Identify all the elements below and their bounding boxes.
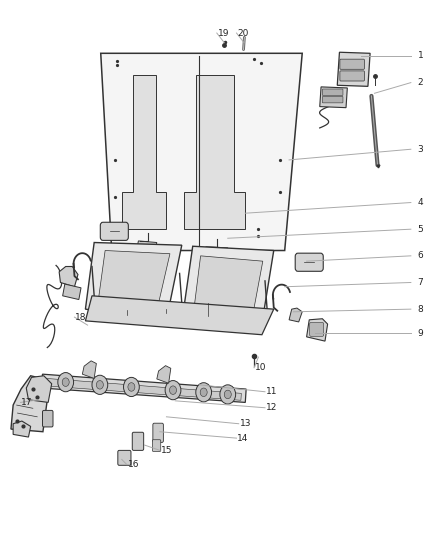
- Polygon shape: [46, 378, 241, 400]
- FancyBboxPatch shape: [322, 96, 343, 103]
- FancyBboxPatch shape: [152, 440, 161, 451]
- Text: 11: 11: [266, 387, 277, 396]
- Polygon shape: [204, 247, 228, 265]
- Polygon shape: [194, 256, 263, 320]
- Polygon shape: [157, 366, 171, 383]
- Circle shape: [196, 383, 212, 402]
- Circle shape: [92, 375, 108, 394]
- Text: 15: 15: [161, 446, 172, 455]
- Polygon shape: [320, 87, 347, 108]
- Polygon shape: [85, 296, 274, 335]
- FancyBboxPatch shape: [340, 59, 364, 69]
- Circle shape: [170, 386, 177, 394]
- Polygon shape: [307, 319, 328, 341]
- Text: 12: 12: [266, 403, 277, 412]
- FancyBboxPatch shape: [118, 450, 131, 465]
- Circle shape: [96, 381, 103, 389]
- Circle shape: [165, 381, 181, 400]
- Polygon shape: [82, 361, 96, 378]
- Polygon shape: [85, 243, 182, 320]
- Text: 13: 13: [240, 419, 251, 428]
- Text: 18: 18: [75, 313, 87, 321]
- FancyBboxPatch shape: [295, 253, 323, 271]
- Polygon shape: [135, 241, 157, 259]
- Circle shape: [200, 388, 207, 397]
- Polygon shape: [26, 376, 52, 402]
- Circle shape: [124, 377, 139, 397]
- Text: 3: 3: [417, 145, 424, 154]
- FancyBboxPatch shape: [153, 423, 163, 442]
- Polygon shape: [122, 75, 166, 229]
- Polygon shape: [182, 246, 274, 332]
- FancyBboxPatch shape: [322, 89, 343, 95]
- Text: 2: 2: [418, 78, 423, 87]
- Polygon shape: [289, 308, 302, 322]
- Text: 1: 1: [417, 52, 424, 60]
- Text: 14: 14: [237, 434, 249, 442]
- Text: 20: 20: [237, 29, 249, 37]
- Polygon shape: [59, 266, 78, 287]
- Polygon shape: [101, 53, 302, 251]
- Text: 5: 5: [417, 225, 424, 233]
- FancyBboxPatch shape: [206, 251, 223, 262]
- Text: 9: 9: [417, 329, 424, 337]
- FancyBboxPatch shape: [137, 245, 152, 257]
- FancyBboxPatch shape: [100, 222, 128, 240]
- Circle shape: [128, 383, 135, 391]
- Polygon shape: [99, 251, 170, 307]
- FancyBboxPatch shape: [42, 410, 53, 427]
- Circle shape: [224, 390, 231, 399]
- Polygon shape: [42, 374, 246, 402]
- FancyBboxPatch shape: [132, 432, 144, 450]
- Text: 7: 7: [417, 278, 424, 287]
- FancyBboxPatch shape: [340, 71, 364, 81]
- Circle shape: [58, 373, 74, 392]
- Text: 10: 10: [255, 364, 266, 372]
- Text: 8: 8: [417, 305, 424, 313]
- Text: 19: 19: [218, 29, 229, 37]
- Text: 4: 4: [418, 198, 423, 207]
- Polygon shape: [337, 52, 370, 86]
- FancyBboxPatch shape: [310, 322, 324, 336]
- Polygon shape: [13, 421, 31, 437]
- Polygon shape: [184, 75, 245, 229]
- Polygon shape: [63, 284, 81, 300]
- Circle shape: [220, 385, 236, 404]
- Text: 16: 16: [128, 461, 139, 469]
- Polygon shape: [11, 376, 47, 432]
- Text: 6: 6: [417, 252, 424, 260]
- Circle shape: [62, 378, 69, 386]
- Text: 17: 17: [21, 398, 33, 407]
